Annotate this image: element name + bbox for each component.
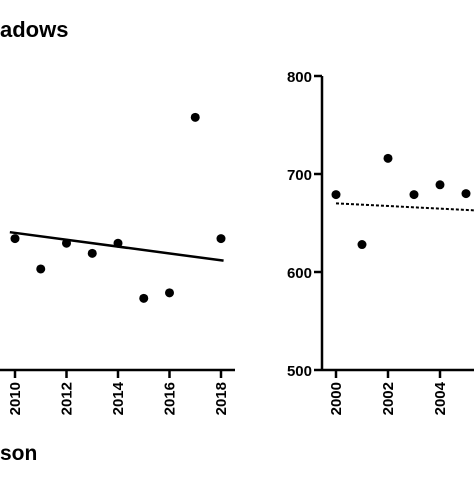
y-tick-label: 500 — [287, 363, 312, 380]
data-point — [410, 190, 419, 199]
data-point — [139, 294, 148, 303]
data-point — [165, 288, 174, 297]
x-axis-title: son — [0, 442, 37, 465]
data-point — [62, 239, 71, 248]
x-tick-label: 2012 — [59, 382, 76, 415]
x-tick-label: 2014 — [110, 381, 127, 415]
x-tick-label: 2018 — [213, 382, 230, 415]
data-point — [217, 234, 226, 243]
data-point — [436, 180, 445, 189]
x-tick-label: 2010 — [7, 382, 24, 415]
data-point — [11, 234, 20, 243]
x-tick-label: 2000 — [328, 382, 345, 415]
data-point — [114, 239, 123, 248]
data-point — [191, 113, 200, 122]
data-point — [462, 189, 471, 198]
right-y-ticks: 500 600 700 800 — [287, 69, 322, 380]
data-point — [358, 240, 367, 249]
x-tick-label: 2004 — [432, 381, 449, 415]
right-data-marks — [332, 154, 474, 249]
x-tick-label: 2002 — [380, 382, 397, 415]
x-tick-label: 2016 — [162, 382, 179, 415]
data-point — [36, 264, 45, 273]
left-x-ticks: 2010 2012 2014 2016 2018 — [7, 370, 230, 415]
panel-title: adows — [0, 17, 68, 42]
trend-line — [336, 203, 474, 211]
data-point — [332, 190, 341, 199]
data-point — [384, 154, 393, 163]
right-x-ticks: 2000 2002 2004 — [328, 370, 449, 415]
data-point — [88, 249, 97, 258]
left-data-marks — [10, 113, 226, 303]
y-tick-label: 600 — [287, 265, 312, 282]
y-tick-label: 700 — [287, 167, 312, 184]
y-tick-label: 800 — [287, 69, 312, 86]
